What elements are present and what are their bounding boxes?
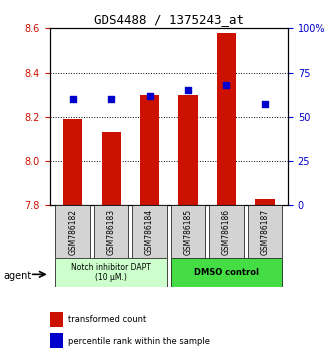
Text: GSM786182: GSM786182: [68, 209, 77, 255]
Point: [70, 96, 75, 102]
Bar: [102, 132, 121, 205]
Text: GSM786183: GSM786183: [107, 209, 116, 255]
Bar: [178, 95, 198, 205]
Bar: [50, 333, 63, 348]
FancyBboxPatch shape: [94, 205, 128, 258]
Bar: [50, 312, 63, 327]
Title: GDS4488 / 1375243_at: GDS4488 / 1375243_at: [94, 13, 244, 26]
FancyBboxPatch shape: [171, 258, 282, 287]
FancyBboxPatch shape: [55, 205, 90, 258]
FancyBboxPatch shape: [132, 205, 167, 258]
FancyBboxPatch shape: [171, 205, 205, 258]
FancyBboxPatch shape: [209, 205, 244, 258]
Text: Notch inhibitor DAPT
(10 μM.): Notch inhibitor DAPT (10 μM.): [71, 263, 151, 282]
Text: transformed count: transformed count: [68, 315, 146, 324]
Bar: [63, 119, 82, 205]
Point: [262, 102, 267, 107]
Point: [147, 93, 152, 98]
Point: [185, 87, 191, 93]
FancyBboxPatch shape: [248, 205, 282, 258]
Text: agent: agent: [3, 271, 31, 281]
FancyBboxPatch shape: [55, 258, 167, 287]
Text: GSM786186: GSM786186: [222, 209, 231, 255]
Point: [224, 82, 229, 88]
Text: GSM786185: GSM786185: [183, 209, 193, 255]
Bar: [255, 199, 274, 205]
Text: GSM786187: GSM786187: [260, 209, 269, 255]
Point: [109, 96, 114, 102]
Text: DMSO control: DMSO control: [194, 268, 259, 277]
Bar: [140, 95, 159, 205]
Bar: [217, 33, 236, 205]
Text: percentile rank within the sample: percentile rank within the sample: [68, 337, 210, 346]
Text: GSM786184: GSM786184: [145, 209, 154, 255]
